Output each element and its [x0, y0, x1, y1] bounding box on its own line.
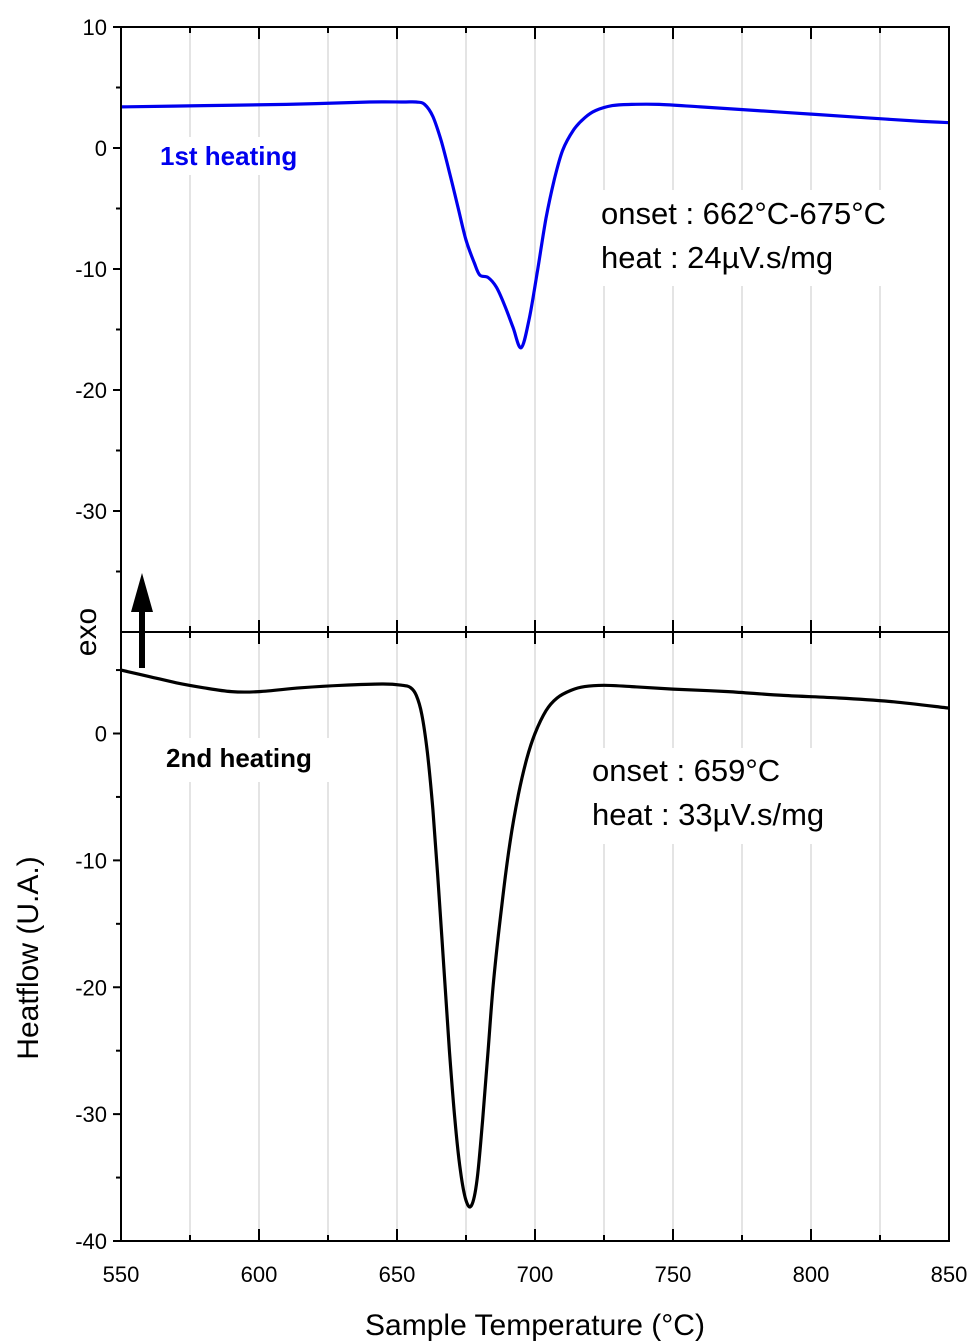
x-tick-label: 550 — [103, 1262, 140, 1287]
curves — [120, 100, 950, 1209]
x-tick-label: 800 — [793, 1262, 830, 1287]
x-tick-label: 650 — [379, 1262, 416, 1287]
y-tick-label: -40 — [75, 1229, 107, 1254]
series-line-1st-heating — [120, 100, 950, 350]
series-line-2nd-heating — [120, 668, 950, 1209]
x-tick-label: 600 — [241, 1262, 278, 1287]
y-tick-label: 10 — [83, 15, 107, 40]
annotation-heat-bottom: heat : 33µV.s/mg — [592, 797, 824, 832]
series-label-bg-bottom — [162, 738, 338, 782]
annotation-onset-bottom: onset : 659°C — [592, 753, 780, 788]
annotation-heat-top: heat : 24µV.s/mg — [601, 240, 833, 275]
y-tick-label: 0 — [95, 722, 107, 747]
x-axis-title: Sample Temperature (°C) — [365, 1309, 705, 1342]
series-label-2nd-heating: 2nd heating — [166, 743, 312, 773]
y-tick-label: -20 — [75, 975, 107, 1000]
x-tick-label: 700 — [517, 1262, 554, 1287]
exo-arrow-icon — [131, 573, 153, 668]
annotation-onset-top: onset : 662°C-675°C — [601, 196, 886, 231]
tick-labels: 10 0 -10 -20 -30 0 -10 -20 -30 -40 550 600 650 700 750… — [75, 15, 967, 1287]
y-tick-label: 0 — [95, 136, 107, 161]
y-tick-label: -30 — [75, 499, 107, 524]
y-tick-label: -10 — [75, 848, 107, 873]
y-tick-label: -20 — [75, 378, 107, 403]
x-tick-label: 750 — [655, 1262, 692, 1287]
axis-ticks — [113, 26, 950, 1242]
annotation-bg-bottom — [587, 748, 863, 844]
series-label-1st-heating: 1st heating — [160, 141, 297, 171]
y-axis-title: Heatflow (U.A.) — [12, 856, 45, 1059]
series-label-bg-top — [157, 137, 320, 175]
y-tick-label: -10 — [75, 257, 107, 282]
vertical-grid — [189, 27, 881, 1241]
y-tick-label: -30 — [75, 1102, 107, 1127]
exo-label: exo — [70, 608, 103, 656]
annotation-bg-top — [596, 190, 882, 286]
x-tick-label: 850 — [931, 1262, 968, 1287]
